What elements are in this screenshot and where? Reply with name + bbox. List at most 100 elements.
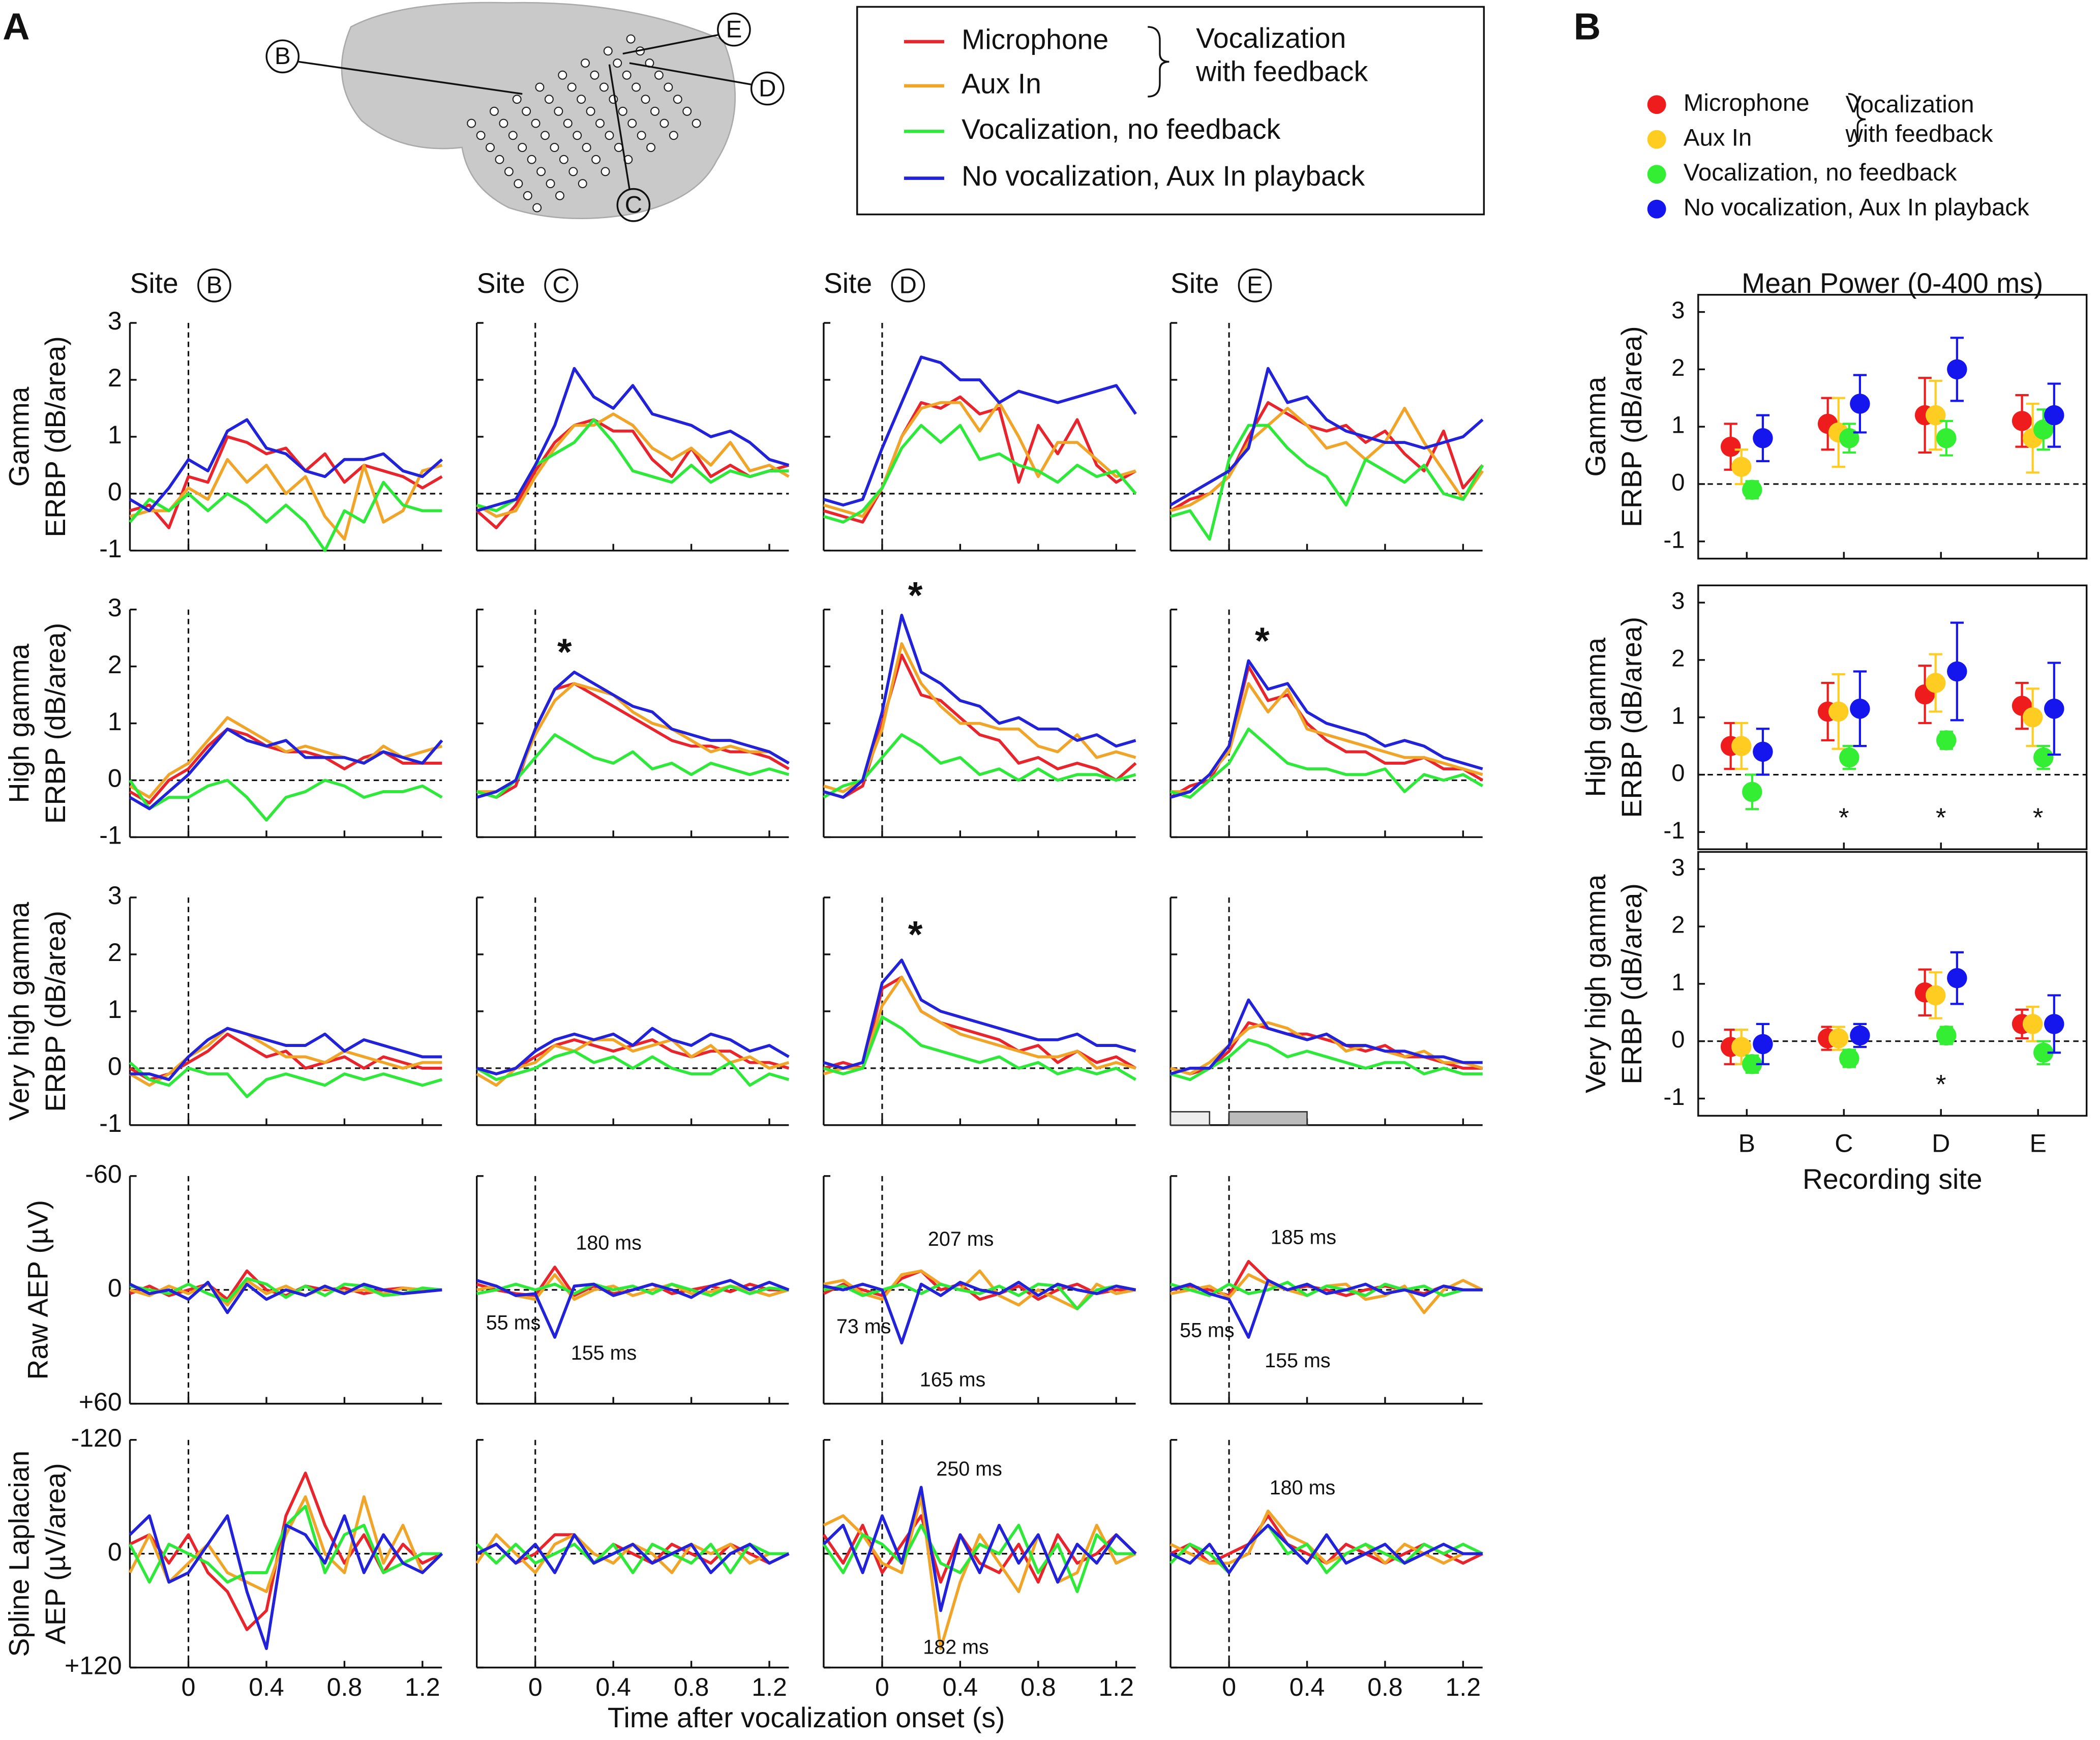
electrode xyxy=(613,58,622,68)
legend-label: Vocalization, no feedback xyxy=(1684,159,1957,186)
electrode xyxy=(646,143,656,152)
y-tick-label: 0 xyxy=(108,477,122,506)
y-axis-label: ERBP (dB/area) xyxy=(40,623,71,824)
y-axis-label: Spline Laplacian xyxy=(4,1451,35,1657)
x-tick-label: 0.4 xyxy=(943,1673,978,1701)
significance-star: * xyxy=(1936,1069,1946,1099)
y-tick-label: 2 xyxy=(108,650,122,679)
mean-dot xyxy=(1742,1054,1762,1074)
y-tick-label: 3 xyxy=(1671,854,1685,881)
trace xyxy=(822,1486,1137,1612)
trace xyxy=(129,458,443,541)
electrode xyxy=(582,143,591,152)
mean-dot xyxy=(1839,428,1859,448)
panel-label: B xyxy=(1574,6,1601,48)
y-axis-label: ERBP (dB/area) xyxy=(1616,617,1647,818)
column-site: B xyxy=(206,272,223,298)
legend-label: Aux In xyxy=(1684,125,1752,152)
mean-dot xyxy=(1839,747,1859,768)
x-tick-label: 0 xyxy=(1222,1673,1236,1701)
callout-line xyxy=(298,61,523,95)
mean-dot xyxy=(1828,1028,1849,1048)
mean-dot xyxy=(1925,673,1946,693)
trace xyxy=(823,613,1136,799)
mean-dot xyxy=(1742,479,1762,500)
trace xyxy=(823,958,1136,1070)
trace xyxy=(1170,1021,1483,1075)
legend-group: Vocalization xyxy=(1846,91,1974,118)
legend-group: with feedback xyxy=(1195,56,1368,87)
trace xyxy=(475,418,790,529)
x-tick-label: 0.4 xyxy=(249,1673,284,1701)
electrode xyxy=(586,106,595,116)
mean-dot xyxy=(1947,359,1967,380)
y-axis-label: AEP (µV/area) xyxy=(40,1463,71,1644)
y-tick-label: 3 xyxy=(108,307,122,335)
y-tick-label: 2 xyxy=(108,364,122,392)
electrode xyxy=(489,106,499,116)
latency-label: 207 ms xyxy=(928,1228,994,1250)
electrode xyxy=(486,143,495,152)
site-label: D xyxy=(759,75,776,102)
y-tick-label: 0 xyxy=(1671,469,1685,496)
trace xyxy=(129,481,442,552)
electrode xyxy=(573,131,582,140)
trace xyxy=(1170,659,1483,799)
site-label: E xyxy=(726,16,742,43)
y-axis-label: Very high gamma xyxy=(1580,874,1611,1093)
x-tick-label: 1.2 xyxy=(405,1673,440,1701)
legend-label: Microphone xyxy=(1684,89,1810,116)
x-tick-label: B xyxy=(1738,1129,1755,1157)
mean-dot xyxy=(2044,1014,2064,1034)
y-tick-label: 1 xyxy=(1671,702,1685,729)
y-tick-label: 3 xyxy=(1671,588,1685,615)
electrode xyxy=(659,118,669,128)
electrode xyxy=(673,95,682,104)
mean-dot xyxy=(1731,457,1752,477)
electrode xyxy=(535,82,545,92)
trace xyxy=(823,733,1136,799)
y-tick-label: -120 xyxy=(71,1424,122,1452)
x-tick-label: 1.2 xyxy=(1098,1673,1134,1701)
latency-label: 180 ms xyxy=(576,1232,642,1254)
site-circle xyxy=(1238,268,1272,303)
latency-label: 55 ms xyxy=(1180,1319,1235,1341)
y-tick-label: -1 xyxy=(1663,1084,1685,1111)
mean-dot xyxy=(2033,419,2054,440)
trace xyxy=(1170,424,1484,541)
electrode xyxy=(546,179,555,189)
trace xyxy=(1170,727,1484,799)
y-axis-label: High gamma xyxy=(1580,638,1611,797)
site-label: C xyxy=(625,191,642,218)
callout-line xyxy=(608,64,631,189)
trace xyxy=(130,1027,442,1082)
legend-label: Microphone xyxy=(962,24,1108,55)
y-tick-label: -1 xyxy=(99,534,122,563)
significance-star: * xyxy=(1936,803,1946,833)
electrode xyxy=(550,143,559,152)
electrode xyxy=(518,143,527,152)
trace xyxy=(129,1280,442,1314)
electrode xyxy=(664,82,673,92)
electrode xyxy=(595,118,605,128)
x-tick-label: 0.8 xyxy=(1367,1673,1403,1701)
trace xyxy=(476,412,790,518)
trace xyxy=(476,682,790,793)
trace xyxy=(1170,1279,1483,1339)
column-site: E xyxy=(1247,272,1263,298)
electrode xyxy=(512,95,522,104)
mean-dot xyxy=(1947,661,1967,682)
electrode xyxy=(654,70,664,80)
latency-label: 73 ms xyxy=(836,1315,891,1338)
mean-dot xyxy=(2033,1042,2054,1063)
electrode xyxy=(559,155,568,164)
electrode xyxy=(508,131,518,140)
trace xyxy=(129,418,443,513)
significance-star: * xyxy=(908,913,923,955)
trace xyxy=(823,1495,1136,1651)
electrode xyxy=(632,82,641,92)
trace xyxy=(1170,1038,1483,1082)
legend-label: No vocalization, Aux In playback xyxy=(1684,194,2029,221)
x-tick-label: 0 xyxy=(528,1673,543,1701)
analysis-window xyxy=(1169,1111,1211,1126)
